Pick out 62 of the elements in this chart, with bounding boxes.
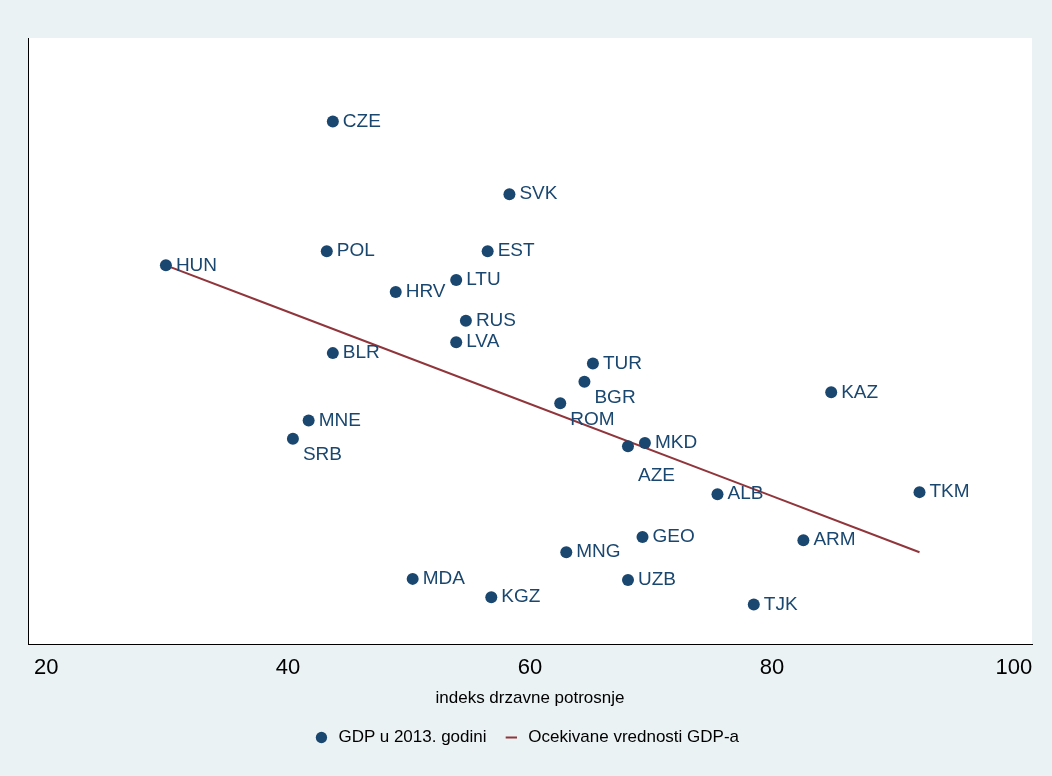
- point: [481, 245, 494, 258]
- point: [485, 591, 498, 604]
- x-tick-label: 100: [995, 654, 1033, 680]
- annotation: TUR: [602, 351, 642, 373]
- annotation: SVK: [519, 182, 558, 204]
- annotation: MDA: [422, 567, 466, 589]
- annotation: SRB: [302, 443, 342, 465]
- annotation: GEO: [652, 525, 695, 547]
- point: [326, 115, 339, 128]
- point: [320, 245, 333, 258]
- annotation: MKD: [654, 431, 698, 453]
- annotation: ALB: [727, 482, 764, 504]
- annotation: ARM: [813, 528, 856, 550]
- annotation: RUS: [475, 308, 517, 330]
- point: [797, 534, 810, 547]
- x-axis-title: indeks drzavne potrosnje: [435, 688, 625, 708]
- point: [159, 259, 172, 272]
- point: [636, 531, 649, 544]
- point: [825, 386, 838, 399]
- point: [326, 347, 339, 360]
- point: [389, 285, 402, 298]
- point: [406, 572, 419, 585]
- point: [302, 414, 315, 427]
- point: [459, 314, 472, 327]
- point: [450, 273, 463, 286]
- point: [638, 437, 651, 449]
- point: [747, 598, 760, 611]
- annotation: EST: [497, 239, 536, 261]
- annotation: TKM: [929, 480, 970, 502]
- point: [621, 573, 634, 586]
- annotation: MNG: [576, 540, 621, 562]
- legend-label: GDP u 2013. godini: [338, 727, 487, 747]
- annotation: TJK: [763, 592, 798, 614]
- x-tick-label: 20: [33, 654, 59, 680]
- point: [711, 488, 724, 501]
- annotation: LVA: [466, 330, 500, 352]
- annotation: BGR: [594, 386, 636, 408]
- annotation: LTU: [466, 268, 501, 290]
- annotation: UZB: [637, 568, 676, 590]
- point: [913, 486, 926, 499]
- annotation: HRV: [405, 280, 446, 302]
- point: [286, 432, 299, 445]
- point: [554, 397, 567, 410]
- annotation: BLR: [342, 341, 380, 363]
- annotation: KAZ: [841, 380, 879, 402]
- annotation: CZE: [342, 109, 381, 131]
- point: [578, 375, 591, 388]
- point: [450, 336, 463, 349]
- annotation: KGZ: [501, 585, 541, 607]
- annotation: HUN: [175, 253, 218, 275]
- point: [586, 357, 599, 370]
- point: [503, 188, 516, 201]
- point: [560, 546, 573, 559]
- annotation: ROM: [570, 407, 615, 429]
- annotation: POL: [336, 239, 375, 261]
- x-tick-label: 40: [275, 654, 301, 680]
- point: [621, 440, 634, 453]
- annotation: MNE: [318, 408, 361, 430]
- x-tick-label: 80: [759, 654, 785, 680]
- annotation: AZE: [637, 464, 675, 486]
- x-tick-label: 60: [517, 654, 543, 680]
- legend-label: Ocekivane vrednosti GDP-a: [528, 727, 740, 747]
